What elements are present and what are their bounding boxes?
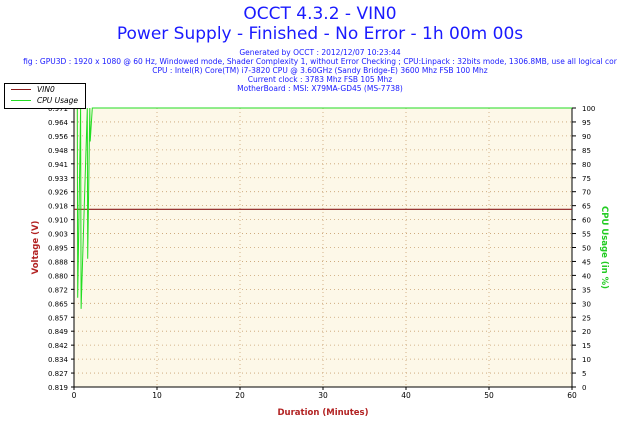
legend-swatch-cpu-usage bbox=[11, 100, 31, 101]
y-left-tick-label: 0.865 bbox=[48, 300, 68, 308]
y-right-tick-label: 55 bbox=[582, 231, 591, 239]
motherboard-info: MotherBoard : MSI: X79MA-GD45 (MS-7738) bbox=[237, 84, 403, 93]
series-line-cpu-usage bbox=[74, 107, 572, 309]
y-right-tick-label: 30 bbox=[582, 300, 591, 308]
y-right-tick-label: 100 bbox=[582, 105, 595, 113]
y-right-tick-label: 85 bbox=[582, 147, 591, 155]
x-tick-label: 50 bbox=[484, 391, 494, 400]
y-left-tick-label: 0.880 bbox=[48, 272, 68, 280]
legend-label-vin0: VIN0 bbox=[37, 85, 55, 94]
legend-label-cpu-usage: CPU Usage bbox=[37, 96, 79, 105]
config-info: fig : GPU3D : 1920 x 1080 @ 60 Hz, Windo… bbox=[23, 57, 617, 66]
legend-swatch-vin0 bbox=[11, 89, 31, 90]
y-right-tick-label: 80 bbox=[582, 161, 591, 169]
y-left-tick-label: 0.956 bbox=[48, 133, 69, 141]
x-tick-label: 20 bbox=[235, 391, 245, 400]
y-right-tick-label: 45 bbox=[582, 258, 591, 266]
y-right-tick-label: 50 bbox=[582, 245, 591, 253]
chart-title: OCCT 4.3.2 - VIN0 bbox=[243, 4, 397, 24]
y-right-tick-label: 65 bbox=[582, 203, 591, 211]
chart-legend: VIN0 CPU Usage bbox=[4, 83, 86, 109]
y-left-tick-label: 0.895 bbox=[48, 245, 68, 253]
y-left-tick-label: 0.849 bbox=[48, 328, 68, 336]
x-tick-label: 10 bbox=[152, 391, 162, 400]
y-right-tick-label: 60 bbox=[582, 217, 591, 225]
y-right-tick-label: 95 bbox=[582, 119, 591, 127]
x-axis-label: Duration (Minutes) bbox=[278, 408, 369, 418]
cpu-info: CPU : Intel(R) Core(TM) i7-3820 CPU @ 3.… bbox=[152, 66, 488, 75]
y-left-tick-label: 0.857 bbox=[48, 314, 68, 322]
y-left-tick-label: 0.842 bbox=[48, 342, 68, 350]
y-left-tick-label: 0.918 bbox=[48, 203, 68, 211]
y-left-tick-label: 0.948 bbox=[48, 147, 68, 155]
y-right-tick-label: 5 bbox=[582, 370, 586, 378]
y-right-axis-label: CPU Usage (in %) bbox=[599, 206, 609, 289]
y-right-tick-label: 90 bbox=[582, 133, 591, 141]
x-tick-label: 40 bbox=[401, 391, 411, 400]
clock-info: Current clock : 3783 Mhz FSB 105 Mhz bbox=[247, 75, 393, 84]
x-tick-label: 60 bbox=[567, 391, 577, 400]
legend-item-cpu-usage: CPU Usage bbox=[5, 95, 85, 106]
x-tick-label: 30 bbox=[318, 391, 328, 400]
y-left-tick-label: 0.971 bbox=[48, 105, 68, 113]
y-left-tick-label: 0.872 bbox=[48, 286, 68, 294]
y-left-tick-label: 0.834 bbox=[48, 356, 69, 364]
y-right-tick-label: 35 bbox=[582, 286, 591, 294]
y-right-tick-label: 0 bbox=[582, 384, 586, 392]
y-right-tick-label: 75 bbox=[582, 175, 591, 183]
y-left-tick-label: 0.941 bbox=[48, 161, 68, 169]
y-left-tick-label: 0.926 bbox=[48, 189, 69, 197]
y-left-tick-label: 0.827 bbox=[48, 370, 68, 378]
y-left-axis-label: Voltage (V) bbox=[31, 220, 41, 274]
y-left-tick-label: 0.964 bbox=[48, 119, 69, 127]
y-right-tick-label: 15 bbox=[582, 342, 591, 350]
generated-info: Generated by OCCT : 2012/12/07 10:23:44 bbox=[239, 48, 401, 57]
y-left-tick-label: 0.933 bbox=[48, 175, 68, 183]
y-left-tick-label: 0.910 bbox=[48, 217, 68, 225]
chart-subtitle: Power Supply - Finished - No Error - 1h … bbox=[116, 24, 524, 44]
y-right-tick-label: 10 bbox=[582, 356, 591, 364]
y-left-tick-label: 0.819 bbox=[48, 384, 68, 392]
y-right-tick-label: 70 bbox=[582, 189, 591, 197]
y-left-tick-label: 0.903 bbox=[48, 231, 68, 239]
y-left-tick-label: 0.888 bbox=[48, 258, 68, 266]
y-right-tick-label: 25 bbox=[582, 314, 591, 322]
x-tick-label: 0 bbox=[72, 391, 77, 400]
y-right-tick-label: 20 bbox=[582, 328, 591, 336]
legend-item-vin0: VIN0 bbox=[5, 84, 85, 95]
y-right-tick-label: 40 bbox=[582, 272, 591, 280]
